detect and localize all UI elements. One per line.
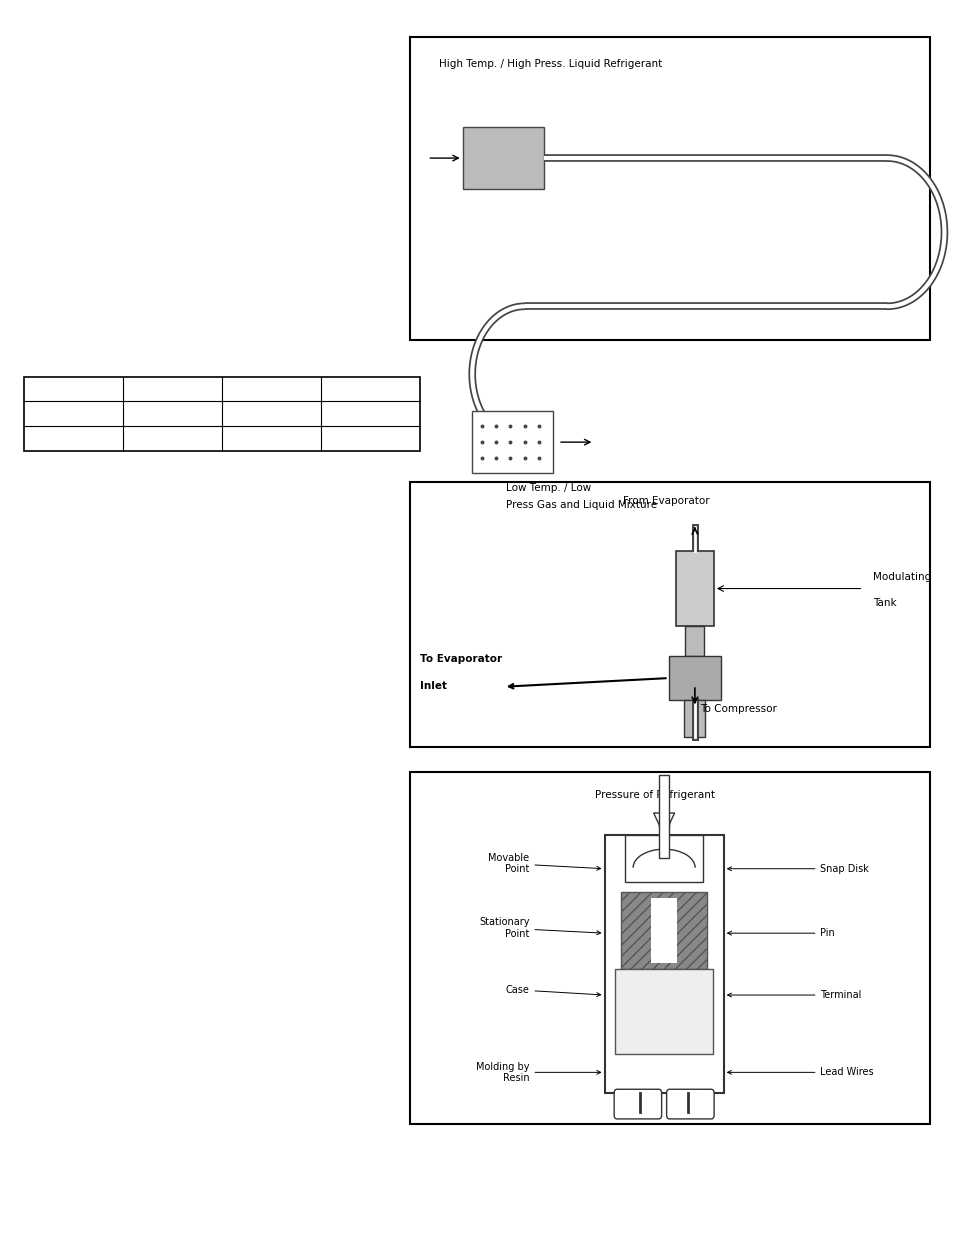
Text: Pressure of Refrigerant: Pressure of Refrigerant xyxy=(594,790,714,800)
Text: Pin: Pin xyxy=(727,929,834,939)
Text: Tank: Tank xyxy=(872,599,896,609)
Text: Molding by
Resin: Molding by Resin xyxy=(476,1062,600,1083)
Text: Snap Disk: Snap Disk xyxy=(727,863,868,873)
Bar xyxy=(462,127,543,189)
Bar xyxy=(410,772,929,1124)
Text: Movable
Point: Movable Point xyxy=(488,853,600,874)
FancyBboxPatch shape xyxy=(614,1089,661,1119)
Bar xyxy=(615,969,712,1055)
Text: High Temp. / High Press. Liquid Refrigerant: High Temp. / High Press. Liquid Refriger… xyxy=(438,59,661,69)
Text: Press Gas and Liquid Mixture: Press Gas and Liquid Mixture xyxy=(505,500,656,510)
Bar xyxy=(659,813,668,827)
Bar xyxy=(24,377,419,451)
Bar xyxy=(675,552,713,626)
Bar xyxy=(410,482,929,747)
Text: Lead Wires: Lead Wires xyxy=(727,1067,873,1077)
Text: Modulating: Modulating xyxy=(872,572,930,583)
Text: Stationary
Point: Stationary Point xyxy=(478,918,600,939)
Bar xyxy=(659,776,668,858)
Bar xyxy=(651,898,677,963)
Polygon shape xyxy=(653,813,674,835)
Bar xyxy=(683,700,704,737)
Bar xyxy=(472,411,553,473)
Bar xyxy=(668,657,720,700)
Text: From Evaporator: From Evaporator xyxy=(622,496,709,506)
Text: To Evaporator: To Evaporator xyxy=(419,655,501,664)
Text: To Compressor: To Compressor xyxy=(699,704,776,714)
FancyBboxPatch shape xyxy=(666,1089,714,1119)
Bar xyxy=(604,835,723,1093)
Text: Inlet: Inlet xyxy=(419,680,446,690)
Bar xyxy=(410,37,929,340)
Bar xyxy=(684,626,703,657)
Text: Low Temp. / Low: Low Temp. / Low xyxy=(505,483,590,493)
Text: Terminal: Terminal xyxy=(727,990,861,1000)
Bar xyxy=(620,892,706,969)
Bar xyxy=(625,835,702,882)
Text: Case: Case xyxy=(505,984,600,997)
